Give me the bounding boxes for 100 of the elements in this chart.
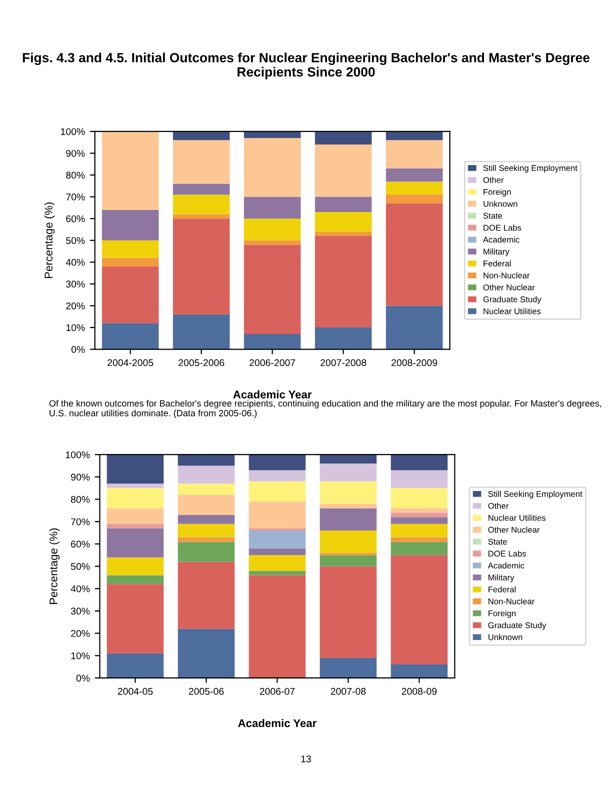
bar [320,481,377,504]
bar [172,314,230,350]
bar [102,258,159,267]
bar [244,196,301,219]
bar [390,512,448,518]
bar [244,240,301,245]
bar [172,131,230,140]
bar [248,502,306,528]
bar [320,566,377,658]
x-tick-label: 2004-05 [118,688,153,695]
bar [386,131,443,140]
legend-label: Other [483,176,504,183]
y-tick-label: 0% [76,674,90,682]
bar [320,454,377,464]
bar [390,517,448,524]
x-tick-label: 2008-2009 [392,359,438,366]
y-tick-label: 50% [70,563,90,570]
legend-label: State [483,212,502,219]
x-tick-label: 2005-2006 [178,359,224,366]
y-tick-label: 90% [66,150,85,157]
bar [106,524,164,528]
y-tick-label: 30% [70,608,90,615]
bar [178,454,235,466]
bar [178,494,235,515]
bar [102,240,159,258]
bar [178,562,235,629]
bar [386,182,443,195]
y-tick-label: 50% [66,237,85,244]
legend-label: DOE Labs [488,550,526,557]
bar [390,664,448,678]
bar [248,470,306,482]
text: Of the known outcomes for Bachelor's degree recipients, continuing education and the military are the most popular. For Master's degrees, U.S. nuclear utilities dominate. (Data from 2005-06.) [49,400,602,418]
bar [390,555,448,665]
bar [248,555,306,571]
y-tick-label: 100% [66,451,90,458]
bar [314,131,372,145]
bar [172,140,230,184]
x-tick-label: 2004-2005 [108,359,154,366]
bar [320,508,377,531]
bar [244,138,301,197]
legend-label: Graduate Study [488,622,546,630]
y-tick-label: 10% [71,652,90,660]
y-tick-label: 60% [66,215,85,222]
y-tick-label: 20% [66,302,85,310]
bar [106,584,164,654]
bar [248,530,306,548]
bar [248,481,306,502]
bar [106,488,164,508]
y-tick-label: 70% [66,194,85,200]
legend-label: Graduate Study [483,296,542,304]
legend-label: Nuclear Utilities [488,514,546,521]
bar [320,658,377,678]
legend-label: Other Nuclear [488,526,540,533]
bar [320,555,377,566]
legend-label: Still Seeking Employment [488,490,582,499]
y-tick-label: 80% [71,496,90,503]
bar [390,470,448,488]
bar [320,464,377,482]
legend-label: Unknown [484,200,518,207]
bar [320,530,377,553]
y-tick-label: 20% [71,630,90,637]
legend-label: Military [484,248,510,256]
bar [314,327,372,350]
legend-label: Federal [488,586,516,592]
bar [390,524,448,538]
bar [386,168,443,182]
bar [248,548,306,556]
y-tick-label: 40% [66,258,85,266]
bar [248,575,306,678]
bar [390,542,448,556]
bar [386,140,443,168]
legend-label: Other [488,502,509,509]
chart-title: Figs. 4.3 and 4.5. Initial Outcomes for Nuclear Engineering Bachelor's and Master's Degree Recipients Since 2000 [22,52,590,80]
x-tick-label: 2005-06 [188,688,224,695]
text: 13 [301,755,311,762]
bar [106,484,164,488]
y-tick-label: 30% [66,280,85,288]
bar [248,570,306,576]
bar [102,323,159,350]
bar [390,508,448,513]
bar [106,508,164,524]
bar [178,484,235,495]
bar [390,454,448,470]
legend-label: Federal [484,260,511,266]
bar [390,488,448,508]
bar [172,194,230,214]
legend-label: Unknown [488,634,522,640]
x-tick-label: 2008-09 [402,688,437,695]
legend-label: Non-Nuclear [484,272,530,278]
bar [248,454,306,470]
bar [106,575,164,584]
legend-label: Foreign [488,610,516,618]
y-tick-label: 100% [61,128,85,136]
legend-label: Still Seeking Employment [483,164,578,173]
bar [314,212,372,232]
x-axis-title: Academic Year [233,390,312,398]
legend-label: Academic [482,236,520,243]
bar [314,144,372,197]
y-tick-label: 10% [66,324,85,332]
bar [386,203,443,306]
